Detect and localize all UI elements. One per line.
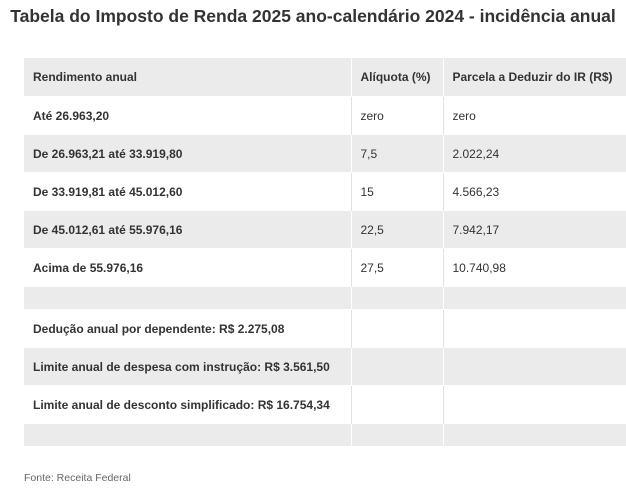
table-header-row: Rendimento anual Alíquota (%) Parcela a …	[24, 58, 626, 97]
page-title: Tabela do Imposto de Renda 2025 ano-cale…	[10, 6, 616, 26]
table-cell-rate: zero	[350, 96, 443, 135]
table-cell-income: De 26.963,21 até 33.919,80	[24, 134, 351, 173]
table-cell-income: De 33.919,81 até 45.012,60	[24, 172, 351, 211]
table-cell-rate	[350, 385, 443, 424]
table-cell-rate	[350, 347, 443, 386]
table-cell-income	[24, 423, 351, 446]
table-cell-income	[24, 286, 351, 310]
table-cell-deduction	[442, 385, 626, 424]
tax-table: Rendimento anual Alíquota (%) Parcela a …	[24, 58, 626, 446]
table-cell-deduction: 2.022,24	[442, 134, 626, 173]
table-cell-rate: 22,5	[350, 210, 443, 249]
table-cell-deduction: 7.942,17	[442, 210, 626, 249]
table-cell-rate	[350, 423, 443, 446]
table-cell-income: Até 26.963,20	[24, 96, 351, 135]
table-row: Limite anual de desconto simplificado: R…	[24, 385, 626, 424]
table-row: De 26.963,21 até 33.919,80 7,5 2.022,24	[24, 134, 626, 173]
table-row: De 45.012,61 até 55.976,16 22,5 7.942,17	[24, 210, 626, 249]
column-header-rate: Alíquota (%)	[350, 58, 443, 97]
column-header-deduction: Parcela a Deduzir do IR (R$)	[442, 58, 626, 97]
table-cell-income: Acima de 55.976,16	[24, 248, 351, 287]
table-cell-deduction	[442, 286, 626, 310]
table-row: Limite anual de despesa com instrução: R…	[24, 347, 626, 386]
table-cell-deduction: 4.566,23	[442, 172, 626, 211]
table-row: De 33.919,81 até 45.012,60 15 4.566,23	[24, 172, 626, 211]
table-cell-dependent-deduction: Dedução anual por dependente: R$ 2.275,0…	[24, 309, 351, 348]
table-row-empty	[24, 286, 626, 310]
table-cell-simplified-limit: Limite anual de desconto simplificado: R…	[24, 385, 351, 424]
table-row: Dedução anual por dependente: R$ 2.275,0…	[24, 309, 626, 348]
table-cell-rate: 7,5	[350, 134, 443, 173]
source-note: Fonte: Receita Federal	[24, 472, 131, 484]
table-row-empty	[24, 423, 626, 446]
table-cell-deduction	[442, 347, 626, 386]
column-header-income: Rendimento anual	[24, 58, 351, 97]
table-cell-rate: 27,5	[350, 248, 443, 287]
table-cell-deduction	[442, 423, 626, 446]
table-cell-deduction: 10.740,98	[442, 248, 626, 287]
table-cell-deduction: zero	[442, 96, 626, 135]
table-row: Até 26.963,20 zero zero	[24, 96, 626, 135]
table-cell-rate: 15	[350, 172, 443, 211]
table-cell-education-limit: Limite anual de despesa com instrução: R…	[24, 347, 351, 386]
table-cell-deduction	[442, 309, 626, 348]
table-cell-rate	[350, 309, 443, 348]
table-cell-rate	[350, 286, 443, 310]
table-row: Acima de 55.976,16 27,5 10.740,98	[24, 248, 626, 287]
table-cell-income: De 45.012,61 até 55.976,16	[24, 210, 351, 249]
